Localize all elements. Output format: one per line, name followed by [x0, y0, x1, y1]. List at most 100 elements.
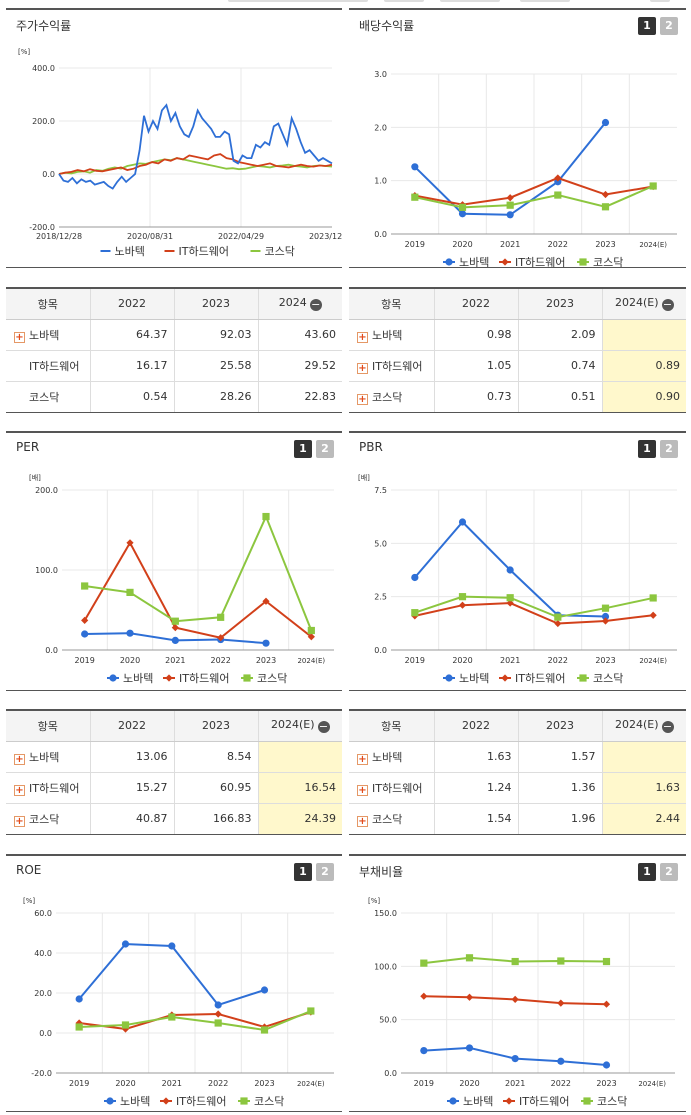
- data-point[interactable]: [465, 1044, 474, 1052]
- data-point[interactable]: [260, 1026, 269, 1034]
- data-point[interactable]: [217, 634, 225, 642]
- data-point[interactable]: [501, 258, 509, 266]
- data-point[interactable]: [506, 211, 514, 219]
- data-point[interactable]: [601, 203, 610, 211]
- data-point[interactable]: [458, 210, 467, 218]
- data-point[interactable]: [458, 601, 467, 609]
- expand-icon[interactable]: +: [357, 362, 368, 374]
- data-point[interactable]: [411, 193, 419, 201]
- data-point[interactable]: [557, 957, 565, 965]
- data-point[interactable]: [511, 995, 519, 1003]
- data-point[interactable]: [214, 1010, 222, 1018]
- data-point[interactable]: [126, 629, 134, 637]
- data-point[interactable]: [601, 118, 610, 127]
- data-point[interactable]: [243, 674, 251, 682]
- legend-item[interactable]: 코스닥: [581, 1095, 627, 1108]
- legend-item[interactable]: IT하드웨어: [160, 1094, 226, 1108]
- data-point[interactable]: [557, 999, 565, 1007]
- data-point[interactable]: [411, 163, 419, 171]
- data-point[interactable]: [506, 194, 514, 202]
- collapse-icon[interactable]: −: [317, 720, 330, 734]
- data-point[interactable]: [411, 609, 419, 617]
- data-point[interactable]: [583, 1097, 591, 1105]
- data-point[interactable]: [307, 626, 315, 635]
- data-point[interactable]: [458, 593, 467, 601]
- data-point[interactable]: [557, 1057, 565, 1065]
- data-point[interactable]: [262, 639, 270, 647]
- data-point[interactable]: [601, 612, 610, 621]
- data-point[interactable]: [602, 1000, 611, 1008]
- data-point[interactable]: [420, 959, 428, 967]
- legend-item[interactable]: 노바텍: [100, 245, 145, 258]
- legend-item[interactable]: 노바텍: [107, 672, 153, 685]
- data-point[interactable]: [511, 957, 519, 966]
- view-1-button[interactable]: 1: [294, 440, 312, 458]
- data-point[interactable]: [420, 992, 428, 1000]
- data-point[interactable]: [262, 512, 270, 521]
- data-point[interactable]: [75, 995, 83, 1003]
- data-point[interactable]: [601, 604, 610, 612]
- data-point[interactable]: [168, 942, 176, 950]
- data-point[interactable]: [465, 993, 474, 1001]
- legend-item[interactable]: IT하드웨어: [499, 671, 565, 685]
- legend-item[interactable]: IT하드웨어: [499, 255, 565, 268]
- data-point[interactable]: [260, 986, 269, 994]
- data-point[interactable]: [420, 1047, 428, 1055]
- collapse-icon[interactable]: −: [309, 298, 322, 312]
- data-point[interactable]: [501, 674, 509, 682]
- data-point[interactable]: [602, 957, 611, 966]
- data-point[interactable]: [579, 674, 587, 682]
- data-point[interactable]: [121, 1021, 130, 1029]
- data-point[interactable]: [217, 613, 225, 621]
- expand-icon[interactable]: +: [14, 331, 25, 343]
- view-1-button[interactable]: 1: [638, 863, 656, 881]
- data-point[interactable]: [649, 611, 657, 619]
- data-point[interactable]: [506, 594, 514, 602]
- view-2-button[interactable]: 2: [660, 863, 678, 881]
- collapse-icon[interactable]: −: [661, 298, 674, 312]
- expand-icon[interactable]: +: [14, 753, 25, 765]
- expand-icon[interactable]: +: [14, 815, 25, 827]
- data-point[interactable]: [511, 1055, 519, 1063]
- data-point[interactable]: [307, 1007, 315, 1015]
- data-point[interactable]: [81, 630, 89, 638]
- data-point[interactable]: [121, 940, 130, 948]
- expand-icon[interactable]: +: [357, 784, 368, 796]
- data-point[interactable]: [554, 613, 562, 621]
- expand-icon[interactable]: +: [357, 753, 368, 765]
- data-point[interactable]: [445, 674, 453, 682]
- data-point[interactable]: [168, 1013, 176, 1021]
- data-point[interactable]: [214, 1019, 222, 1027]
- data-point[interactable]: [165, 674, 173, 682]
- data-point[interactable]: [214, 1001, 222, 1009]
- legend-item[interactable]: 코스닥: [577, 256, 623, 268]
- legend-item[interactable]: 노바텍: [104, 1095, 150, 1108]
- view-2-button[interactable]: 2: [316, 440, 334, 458]
- expand-icon[interactable]: +: [357, 815, 368, 827]
- data-point[interactable]: [106, 1097, 114, 1105]
- data-point[interactable]: [506, 201, 514, 209]
- data-point[interactable]: [171, 636, 179, 644]
- view-2-button[interactable]: 2: [660, 440, 678, 458]
- data-point[interactable]: [162, 1097, 170, 1105]
- data-point[interactable]: [171, 617, 179, 625]
- view-1-button[interactable]: 1: [638, 17, 656, 35]
- data-point[interactable]: [240, 1097, 248, 1105]
- expand-icon[interactable]: +: [14, 784, 25, 796]
- legend-item[interactable]: 코스닥: [250, 245, 295, 258]
- data-point[interactable]: [126, 588, 134, 596]
- expand-icon[interactable]: +: [357, 393, 368, 405]
- legend-item[interactable]: 노바텍: [447, 1095, 493, 1108]
- legend-item[interactable]: 노바텍: [443, 672, 489, 685]
- legend-item[interactable]: IT하드웨어: [164, 244, 229, 258]
- legend-item[interactable]: 코스닥: [241, 672, 287, 685]
- data-point[interactable]: [81, 582, 89, 590]
- data-point[interactable]: [109, 674, 117, 682]
- data-point[interactable]: [411, 573, 419, 582]
- data-point[interactable]: [458, 203, 467, 211]
- data-point[interactable]: [458, 518, 467, 526]
- legend-item[interactable]: IT하드웨어: [503, 1094, 569, 1108]
- view-2-button[interactable]: 2: [316, 863, 334, 881]
- data-point[interactable]: [506, 566, 514, 574]
- data-point[interactable]: [171, 624, 179, 632]
